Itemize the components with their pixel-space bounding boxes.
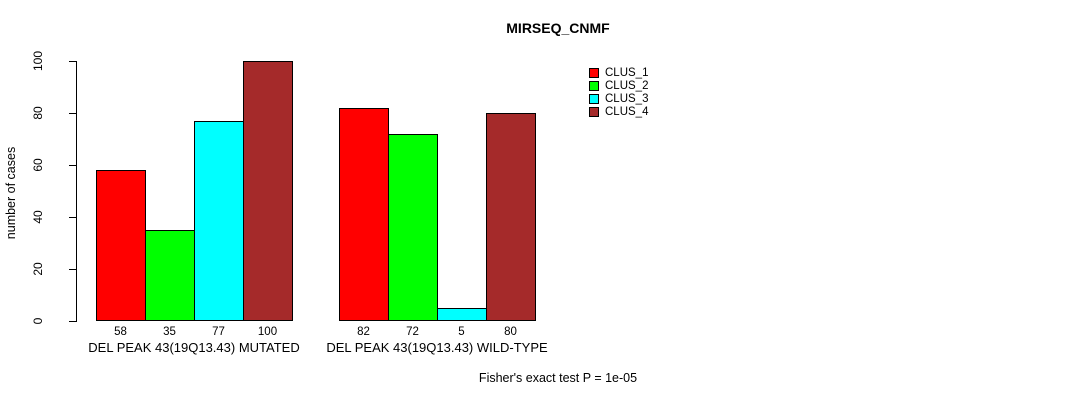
legend-swatch [589,81,599,91]
y-tick [69,113,77,114]
legend-swatch [589,107,599,117]
y-tick-label: 60 [31,158,45,172]
y-tick-label: 0 [31,317,45,325]
y-tick [69,321,77,322]
y-tick [69,269,77,270]
legend-swatch [589,94,599,104]
y-tick [69,165,77,166]
y-tick [69,217,77,218]
bar-value-label: 77 [212,326,225,338]
bar-value-label: 5 [458,326,465,338]
bar-clus_1 [339,107,389,321]
bar-clus_2 [145,230,195,321]
y-tick-label: 40 [31,210,45,224]
legend-label: CLUS_4 [605,106,649,118]
legend-label: CLUS_1 [605,67,649,79]
y-tick [69,61,77,62]
bar-value-label: 58 [114,326,127,338]
y-axis-title: number of cases [4,146,18,240]
y-tick-label: 100 [31,50,45,72]
bar-value-label: 100 [257,326,278,338]
bar-value-label: 80 [504,326,517,338]
bar-clus_4 [486,113,536,321]
y-axis-line [76,61,77,322]
bar-clus_4 [243,61,293,321]
group-axis-label: DEL PEAK 43(19Q13.43) MUTATED [88,340,300,355]
legend-label: CLUS_2 [605,80,649,92]
chart-title: MIRSEQ_CNMF [506,20,610,36]
y-tick-label: 20 [31,262,45,276]
bar-clus_2 [388,133,438,321]
stat-test-footnote: Fisher's exact test P = 1e-05 [478,371,638,385]
bar-clus_1 [96,170,146,321]
bar-value-label: 82 [357,326,370,338]
y-tick-label: 80 [31,106,45,120]
legend-label: CLUS_3 [605,93,649,105]
bar-value-label: 72 [406,326,419,338]
group-axis-label: DEL PEAK 43(19Q13.43) WILD-TYPE [326,340,548,355]
legend-swatch [589,68,599,78]
bar-value-label: 35 [163,326,176,338]
bar-clus_3 [437,308,487,321]
bar-clus_3 [194,120,244,321]
